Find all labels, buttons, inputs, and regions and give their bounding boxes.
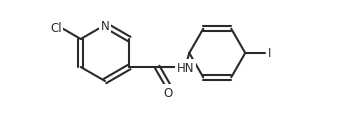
Text: N: N [101, 19, 110, 32]
Text: Cl: Cl [50, 22, 62, 35]
Text: HN: HN [176, 61, 194, 74]
Text: O: O [164, 86, 173, 99]
Text: I: I [268, 47, 272, 60]
